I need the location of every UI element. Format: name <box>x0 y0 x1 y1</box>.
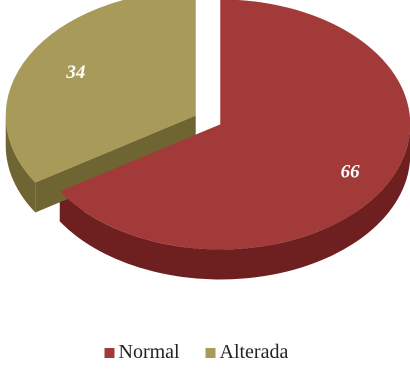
legend-label-normal: Normal <box>119 341 181 363</box>
slice-side-alterada <box>5 115 36 213</box>
slice-normal <box>59 0 410 250</box>
legend-item-alterada: Alterada <box>205 341 289 363</box>
legend-item-normal: Normal <box>104 341 181 363</box>
legend: Normal Alterada <box>104 341 289 363</box>
slice-alterada <box>5 0 196 183</box>
pie-labels: 66 34 <box>65 62 360 182</box>
pie-tops <box>5 0 410 250</box>
legend-label-alterada: Alterada <box>220 341 289 363</box>
data-label-normal: 66 <box>341 161 361 182</box>
slice-side-normal <box>59 130 410 280</box>
legend-swatch-alterada <box>205 348 216 358</box>
legend-swatch-normal <box>104 348 115 358</box>
data-label-alterada: 34 <box>65 62 85 83</box>
